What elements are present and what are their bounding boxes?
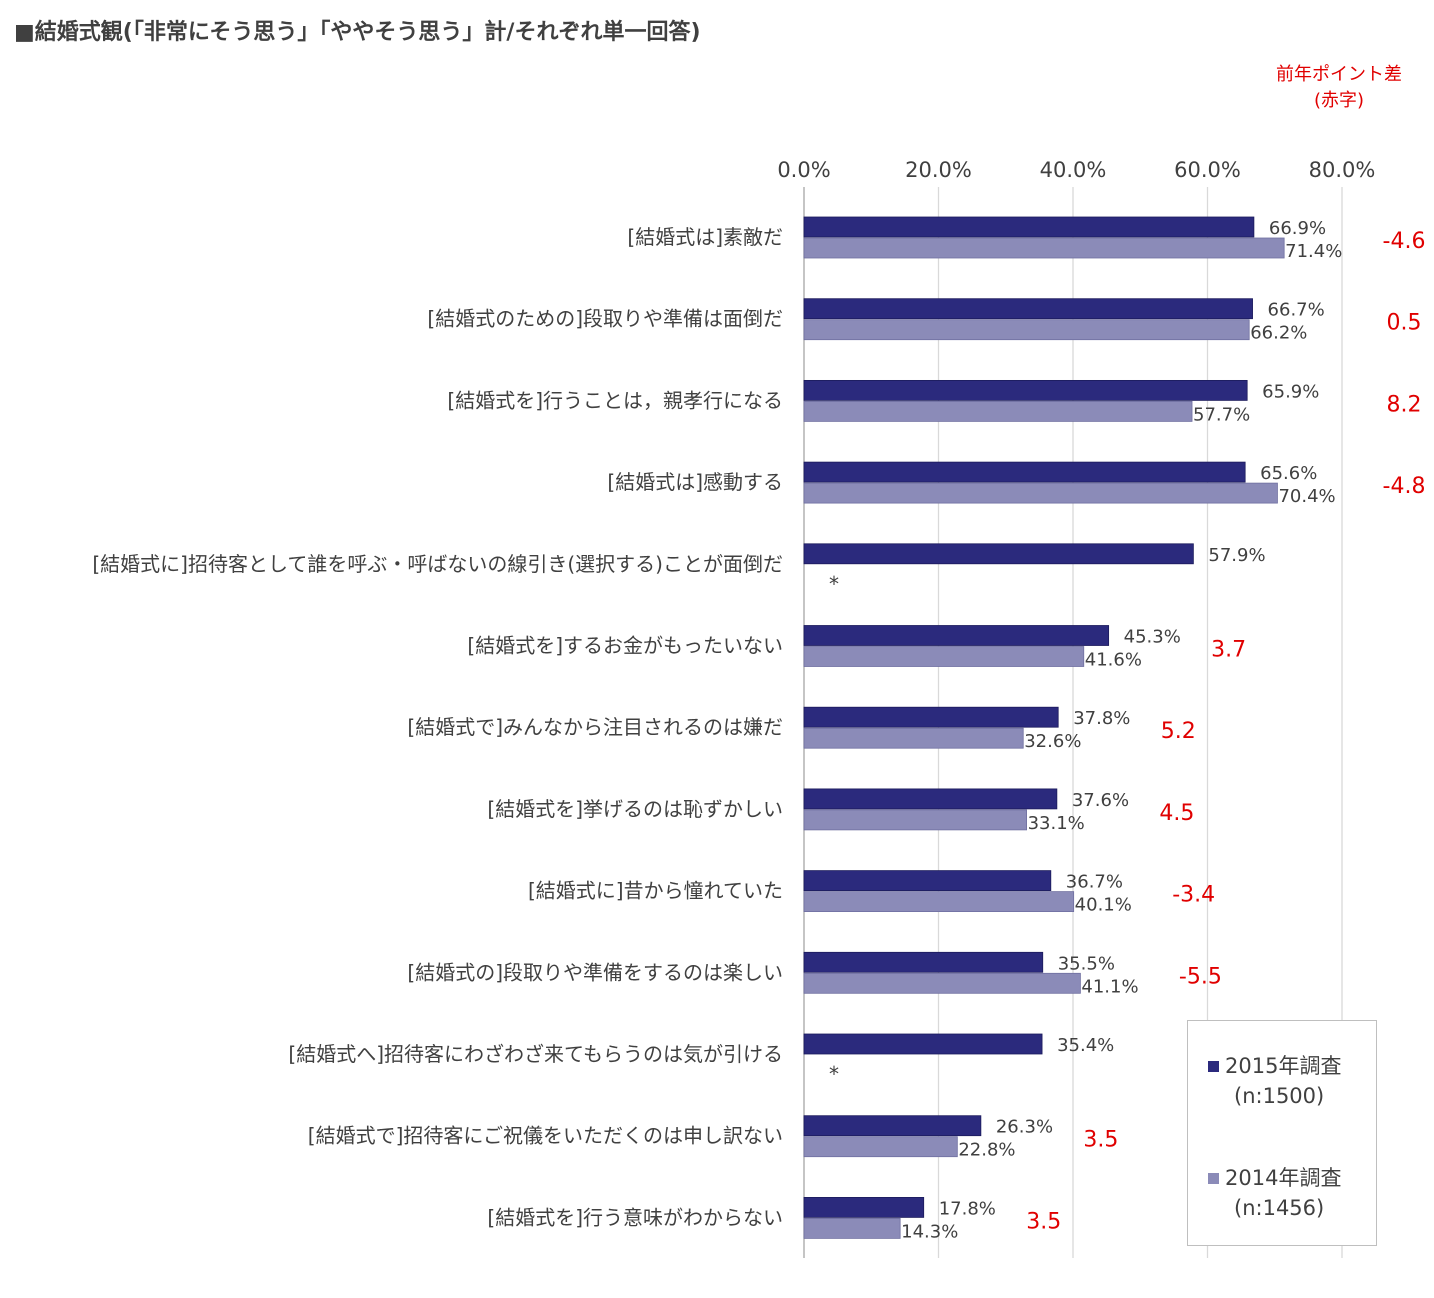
legend-label-2014: 2014年調査 (1225, 1166, 1342, 1190)
no-data-marker: * (829, 1062, 839, 1086)
bar-2015 (803, 298, 1253, 320)
data-label-2015: 36.7% (1066, 872, 1123, 893)
data-label-2014: 41.1% (1081, 976, 1138, 997)
x-axis-ticks: 0.0% 20.0% 40.0% 60.0% 80.0% (777, 158, 1375, 182)
legend-item-2014: 2014年調査 (n:1456) (1208, 1163, 1341, 1223)
bar-2015 (803, 1115, 982, 1137)
data-label-2014: 57.7% (1193, 404, 1250, 425)
legend-n-2015: (n:1500) (1234, 1084, 1325, 1108)
data-label-2015: 65.9% (1262, 381, 1319, 402)
bar-2014 (803, 809, 1027, 831)
chart-title: ■結婚式観(「非常にそう思う」「ややそう思う」計/それぞれ単一回答) (14, 20, 701, 45)
point-diff-label: 4.5 (1159, 801, 1194, 826)
bar-2014 (803, 237, 1285, 259)
category-label: [結婚式に]昔から憧れていた (528, 879, 783, 903)
bar-2015 (803, 706, 1059, 728)
legend: 2015年調査 (n:1500) 2014年調査 (n:1456) (1187, 1020, 1377, 1246)
point-diff-label: -4.8 (1383, 474, 1426, 499)
point-diff-label: -3.4 (1172, 883, 1215, 908)
data-label-2015: 65.6% (1260, 463, 1317, 484)
data-label-2014: 70.4% (1278, 486, 1335, 507)
data-label-2015: 26.3% (996, 1117, 1053, 1138)
category-label: [結婚式を]行うことは，親孝行になる (447, 388, 783, 412)
point-diff-label: 3.7 (1211, 638, 1246, 663)
x-tick-label: 20.0% (905, 158, 972, 182)
bar-2014 (803, 482, 1278, 504)
data-label-2015: 57.9% (1208, 545, 1265, 566)
category-label: [結婚式のための]段取りや準備は面倒だ (427, 307, 783, 331)
point-diff-header: 前年ポイント差 (赤字) (1254, 62, 1424, 114)
bar-2014 (803, 891, 1075, 912)
point-diff-label: -5.5 (1179, 964, 1222, 989)
data-label-2015: 17.8% (939, 1198, 996, 1219)
legend-item-2015: 2015年調査 (n:1500) (1208, 1051, 1341, 1111)
category-label: [結婚式を]するお金がもったいない (467, 634, 783, 658)
bar-2015 (803, 951, 1044, 973)
x-tick-label: 60.0% (1174, 158, 1241, 182)
legend-swatch-2014 (1208, 1172, 1219, 1184)
legend-swatch-2015 (1208, 1060, 1219, 1072)
data-label-2015: 66.7% (1268, 300, 1325, 321)
category-label: [結婚式に]招待客として誰を呼ぶ・呼ばないの線引き(選択する)ことが面倒だ (92, 552, 783, 576)
point-diff-label: 5.2 (1161, 719, 1196, 744)
bars (803, 216, 1285, 1239)
bar-2015 (803, 461, 1246, 483)
data-label-2015: 66.9% (1269, 218, 1326, 239)
category-label: [結婚式の]段取りや準備をするのは楽しい (407, 960, 783, 984)
data-label-2015: 45.3% (1124, 627, 1181, 648)
data-labels: 66.9%71.4% 66.7%66.2% 65.9% 57.7% 65.6%70.4%… (829, 218, 1342, 1242)
bar-2014 (803, 319, 1250, 341)
bar-2014 (803, 727, 1024, 749)
legend-label-2015: 2015年調査 (1225, 1054, 1342, 1078)
bar-2014 (803, 972, 1081, 994)
data-label-2014: 40.1% (1075, 895, 1132, 916)
point-diff-header-line2: (赤字) (1313, 90, 1365, 111)
point-diff-label: 0.5 (1387, 311, 1422, 336)
point-diff-labels: -4.6 0.5 8.2 -4.8 3.7 5.2 4.5 -3.4 -5.5 3.5 3.5 (1026, 229, 1425, 1234)
no-data-marker: * (829, 572, 839, 596)
data-label-2014: 66.2% (1250, 323, 1307, 344)
data-label-2015: 35.4% (1057, 1035, 1114, 1056)
x-tick-label: 80.0% (1309, 158, 1376, 182)
bar-2015 (803, 543, 1194, 565)
data-label-2015: 37.8% (1073, 708, 1130, 729)
data-label-2015: 37.6% (1072, 790, 1129, 811)
data-label-2014: 22.8% (958, 1140, 1015, 1161)
data-label-2015: 35.5% (1058, 953, 1115, 974)
bar-2014 (803, 400, 1193, 422)
bar-2015 (803, 788, 1058, 810)
bar-2014 (803, 646, 1085, 667)
bar-2015 (803, 870, 1052, 891)
category-labels: [結婚式は]素敵だ [結婚式のための]段取りや準備は面倒だ [結婚式を]行うことは，… (92, 225, 783, 1229)
legend-n-2014: (n:1456) (1234, 1196, 1325, 1220)
category-label: [結婚式を]挙げるのは恥ずかしい (487, 797, 783, 821)
point-diff-header-line1: 前年ポイント差 (1276, 64, 1402, 85)
category-label: [結婚式へ]招待客にわざわざ来てもらうのは気が引ける (288, 1042, 783, 1066)
bar-2014 (803, 1218, 901, 1239)
data-label-2014: 71.4% (1285, 241, 1342, 262)
category-label: [結婚式を]行う意味がわからない (487, 1205, 783, 1229)
point-diff-label: 3.5 (1026, 1209, 1061, 1234)
point-diff-label: 8.2 (1387, 392, 1422, 417)
category-label: [結婚式は]感動する (607, 470, 783, 494)
category-label: [結婚式は]素敵だ (627, 225, 783, 249)
x-tick-label: 0.0% (777, 158, 830, 182)
data-label-2014: 14.3% (901, 1221, 958, 1242)
bar-2015 (803, 379, 1248, 401)
data-label-2014: 33.1% (1028, 813, 1085, 834)
x-tick-label: 40.0% (1040, 158, 1107, 182)
category-label: [結婚式で]招待客にご祝儀をいただくのは申し訳ない (308, 1124, 783, 1148)
data-label-2014: 41.6% (1085, 650, 1142, 671)
bar-2015 (803, 1033, 1043, 1055)
point-diff-label: -4.6 (1383, 229, 1426, 254)
bar-2015 (803, 216, 1255, 238)
data-label-2014: 32.6% (1024, 731, 1081, 752)
category-label: [結婚式で]みんなから注目されるのは嫌だ (407, 715, 783, 739)
bar-2015 (803, 1197, 925, 1218)
bar-2015 (803, 625, 1110, 646)
bar-2014 (803, 1136, 958, 1158)
point-diff-label: 3.5 (1083, 1128, 1118, 1153)
